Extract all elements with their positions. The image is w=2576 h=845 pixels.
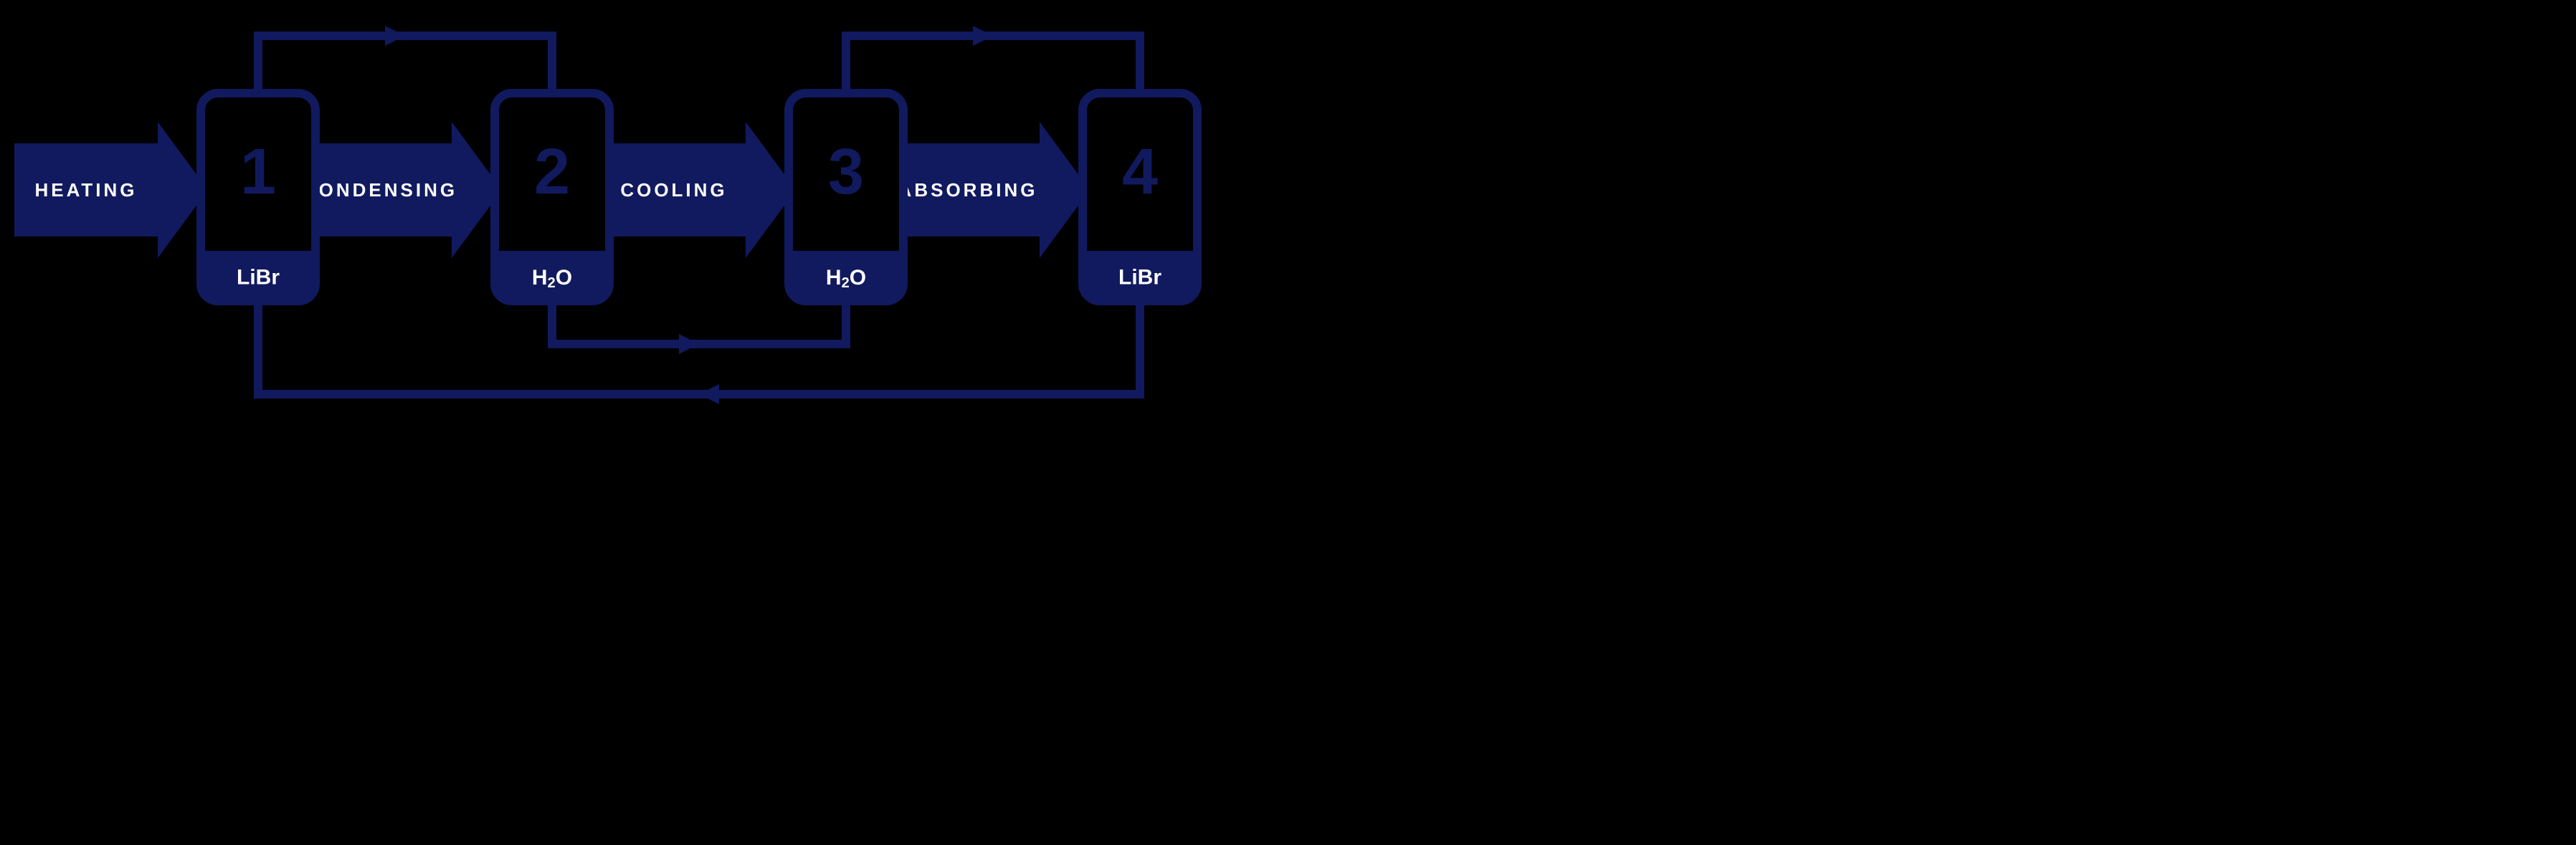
process-label: CONDENSING [303,179,457,201]
vessel-v4: 4 LiBr [1083,93,1197,301]
vessel-number: 2 [534,136,570,208]
vessel-substance: LiBr [1118,266,1161,290]
arrowhead-icon [973,26,993,46]
vessel-v3: 3H2O [789,93,903,301]
vessel-number: 1 [240,136,276,208]
arrowhead-icon [699,384,719,404]
vessel-v1: 1 LiBr [201,93,315,301]
connector-c_bot_4_1 [258,301,1140,404]
process-arrow-cooling: COOLING [602,122,796,258]
process-arrow-absorbing: ABSORBING [896,122,1090,258]
vessel-substance: LiBr [237,266,280,290]
process-label: HEATING [34,179,137,201]
vessel-number: 4 [1122,136,1158,208]
vessel-v2: 2H2O [495,93,609,301]
connector-c_top_3_4 [846,26,1140,93]
process-arrow-condensing: CONDENSING [303,122,502,258]
connector-c_top_1_2 [258,26,552,93]
arrowhead-icon [385,26,405,46]
process-label: ABSORBING [898,179,1038,201]
process-arrow-heating: HEATING [14,122,208,258]
process-label: COOLING [620,179,727,201]
vessel-number: 3 [828,136,864,208]
connector-c_bot_2_3 [552,301,846,354]
arrowhead-icon [679,334,699,354]
